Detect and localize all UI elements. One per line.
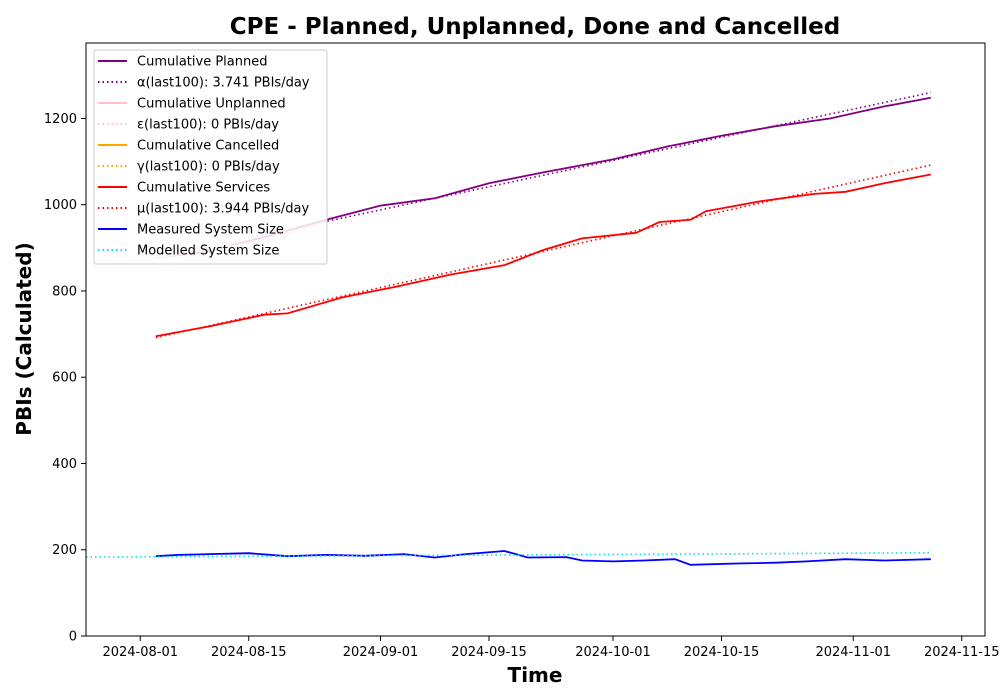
legend-label-0: Cumulative Planned xyxy=(137,55,267,70)
chart-title: CPE - Planned, Unplanned, Done and Cance… xyxy=(230,14,840,40)
y-tick-label-4: 800 xyxy=(52,284,77,299)
x-tick-label-5: 2024-10-15 xyxy=(684,645,760,660)
x-tick-label-3: 2024-09-15 xyxy=(451,645,527,660)
y-axis-label: PBIs (Calculated) xyxy=(12,242,36,435)
x-tick-label-1: 2024-08-15 xyxy=(211,645,287,660)
series-group xyxy=(86,91,931,566)
series-line-8 xyxy=(155,550,931,566)
legend-label-4: Cumulative Cancelled xyxy=(137,139,279,154)
x-axis-label: Time xyxy=(508,663,563,687)
legend-label-7: μ(last100): 3.944 PBIs/day xyxy=(137,202,309,217)
x-tick-label-4: 2024-10-01 xyxy=(575,645,651,660)
x-tick-label-7: 2024-11-15 xyxy=(924,645,1000,660)
y-tick-label-0: 0 xyxy=(69,630,77,645)
legend: Cumulative Planned α(last100): 3.741 PBIs… xyxy=(93,49,328,265)
series-line-7 xyxy=(155,164,931,339)
series-line-9 xyxy=(86,552,931,558)
legend-label-6: Cumulative Services xyxy=(137,181,270,196)
x-tick-label-0: 2024-08-01 xyxy=(102,645,178,660)
y-tick-label-2: 400 xyxy=(52,457,77,472)
y-tick-label-5: 1000 xyxy=(44,198,77,213)
legend-label-9: Modelled System Size xyxy=(137,244,279,259)
x-tick-label-2: 2024-09-01 xyxy=(343,645,419,660)
y-tick-label-6: 1200 xyxy=(44,112,77,127)
plot-frame xyxy=(85,42,986,637)
legend-box xyxy=(93,49,328,265)
x-tick-label-6: 2024-11-01 xyxy=(815,645,891,660)
y-tick-label-1: 200 xyxy=(52,543,77,558)
series-line-6 xyxy=(155,173,931,338)
legend-label-1: α(last100): 3.741 PBIs/day xyxy=(137,76,310,91)
legend-label-8: Measured System Size xyxy=(137,223,284,238)
plot-area: 0 200 400 600 800 1000 1200 2024-08-01 2024-08-1… xyxy=(44,42,1000,660)
legend-label-5: γ(last100): 0 PBIs/day xyxy=(137,160,280,175)
legend-label-2: Cumulative Unplanned xyxy=(137,97,286,112)
legend-label-3: ε(last100): 0 PBIs/day xyxy=(137,118,279,133)
series-line-1 xyxy=(155,91,931,259)
y-tick-label-3: 600 xyxy=(52,371,77,386)
